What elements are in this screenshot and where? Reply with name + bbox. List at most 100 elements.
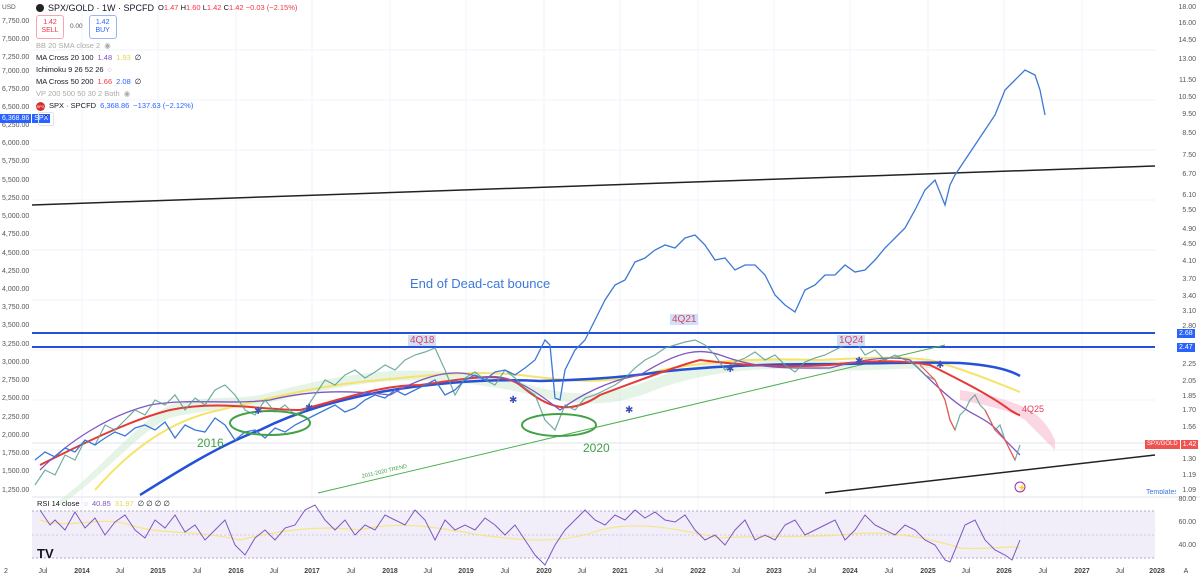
left-tick: 5,000.00 — [2, 213, 30, 220]
right-tick: 5.50 — [1182, 207, 1196, 214]
timezone-button[interactable]: 2 — [4, 568, 8, 575]
left-tick: 4,500.00 — [2, 250, 30, 257]
left-tick: 3,500.00 — [2, 322, 30, 329]
symbol-title[interactable]: SPX/GOLD · 1W · SPCFD — [48, 3, 155, 13]
svg-text:✱: ✱ — [625, 405, 633, 416]
hline-tag-upper: 2.68 — [1177, 329, 1195, 338]
svg-text:✱: ✱ — [726, 364, 734, 375]
x-label: Jul — [38, 568, 48, 575]
spx-badge-icon: SPX — [36, 101, 45, 111]
right-tick: 8.50 — [1182, 130, 1196, 137]
x-label: 2022 — [690, 568, 706, 575]
x-label: Jul — [807, 568, 817, 575]
left-tick: 5,500.00 — [2, 177, 30, 184]
left-tick: 6,250.00 — [2, 122, 30, 129]
left-tick: 6,000.00 — [2, 140, 30, 147]
indicator-volume-profile[interactable]: VP 200 500 50 30 2 Both ◉ — [36, 89, 131, 98]
auto-scale-button[interactable]: A — [1183, 568, 1189, 575]
right-tick: 9.50 — [1182, 111, 1196, 118]
svg-text:✱: ✱ — [305, 403, 313, 414]
x-label: Jul — [115, 568, 125, 575]
right-tick: 4.50 — [1182, 241, 1196, 248]
x-label: 2028 — [1149, 568, 1165, 575]
right-tick: 6.70 — [1182, 171, 1196, 178]
x-label: Jul — [423, 568, 433, 575]
left-tick: 5,250.00 — [2, 195, 30, 202]
x-label: Jul — [500, 568, 510, 575]
left-tick: 1,750.00 — [2, 450, 30, 457]
collapse-legend-button[interactable]: ⌃ — [38, 112, 54, 126]
symbol-logo-icon — [36, 4, 44, 12]
right-tick: 3.70 — [1182, 276, 1196, 283]
left-tick: 7,000.00 — [2, 68, 30, 75]
x-label: 2027 — [1074, 568, 1090, 575]
left-tick: 4,000.00 — [2, 286, 30, 293]
x-label: 2021 — [612, 568, 628, 575]
buy-button[interactable]: 1.42 BUY — [88, 15, 117, 39]
annotation-4q18[interactable]: 4Q18 — [408, 335, 437, 346]
right-tick: 1.09 — [1182, 487, 1196, 494]
hline-tag-lower: 2.47 — [1177, 343, 1195, 352]
left-tick: 6,750.00 — [2, 86, 30, 93]
left-tick: 7,500.00 — [2, 36, 30, 43]
annotation-4q21[interactable]: 4Q21 — [670, 314, 699, 325]
templates-link[interactable]: Templates — [1146, 489, 1176, 494]
svg-text:✱: ✱ — [509, 395, 517, 406]
left-tick: 3,000.00 — [2, 359, 30, 366]
indicator-bb[interactable]: BB 20 SMA close 2 ◉ — [36, 41, 111, 50]
x-label: Jul — [731, 568, 741, 575]
right-tick: 2.25 — [1182, 361, 1196, 368]
left-tick: 1,250.00 — [2, 487, 30, 494]
annotation-dead-cat[interactable]: End of Dead-cat bounce — [410, 276, 551, 291]
x-label: Jul — [961, 568, 971, 575]
svg-text:✱: ✱ — [936, 360, 944, 371]
right-tick: 2.05 — [1182, 378, 1196, 385]
indicator-ichimoku[interactable]: Ichimoku 9 26 52 26 ◌ — [36, 65, 113, 74]
rsi-tick: 60.00 — [1178, 519, 1196, 526]
rsi-legend: RSI 14 close ◌ 40.85 31.97 ∅ ∅ ∅ ∅ — [37, 499, 170, 508]
annotation-2020[interactable]: 2020 — [583, 441, 610, 455]
x-label: Jul — [884, 568, 894, 575]
indicator-ma-cross-50-200[interactable]: MA Cross 50 200 1.66 2.08 ∅ — [36, 77, 142, 86]
indicator-status-icon: ◌ — [83, 499, 88, 508]
x-label: 2016 — [228, 568, 244, 575]
annotation-2016[interactable]: 2016 — [197, 436, 224, 450]
right-tick: 4.10 — [1182, 258, 1196, 265]
right-tick: 1.85 — [1182, 393, 1196, 400]
x-label: Jul — [577, 568, 587, 575]
left-tick: 7,250.00 — [2, 54, 30, 61]
right-tick: 7.50 — [1182, 152, 1196, 159]
left-tick: 1,500.00 — [2, 468, 30, 475]
annotation-1q24[interactable]: 1Q24 — [837, 335, 866, 346]
left-tick: 2,500.00 — [2, 395, 30, 402]
x-label: Jul — [346, 568, 356, 575]
compare-spx-row[interactable]: SPX SPX · SPCFD 6,368.86 −137.63 (−2.12%… — [36, 101, 194, 111]
left-price-axis[interactable]: USD 7,750.00 7,500.00 7,250.00 7,000.00 … — [0, 0, 32, 500]
left-tick: 4,250.00 — [2, 268, 30, 275]
left-tick: 3,750.00 — [2, 304, 30, 311]
sell-button[interactable]: 1.42 SELL — [36, 15, 64, 39]
trade-buttons: 1.42 SELL 0.00 1.42 BUY — [36, 14, 297, 40]
right-price-axis[interactable]: 18.00 16.00 14.50 13.00 11.50 10.50 9.50… — [1154, 0, 1200, 580]
x-label: 2019 — [458, 568, 474, 575]
indicator-ma-cross-20-100[interactable]: MA Cross 20 100 1.48 1.93 ∅ — [36, 53, 142, 62]
x-label: 2020 — [536, 568, 552, 575]
rsi-tick: 80.00 — [1178, 496, 1196, 503]
svg-text:✱: ✱ — [254, 406, 262, 417]
indicator-status-icon: ◌ — [107, 65, 113, 74]
eye-hidden-icon[interactable]: ◉ — [104, 41, 111, 50]
x-label: 2023 — [766, 568, 782, 575]
right-tick: 16.00 — [1178, 20, 1196, 27]
x-label: Jul — [1115, 568, 1125, 575]
eye-hidden-icon[interactable]: ◉ — [123, 89, 131, 98]
right-tick: 1.19 — [1182, 472, 1196, 479]
right-tick: 1.56 — [1182, 424, 1196, 431]
left-tick: 2,750.00 — [2, 377, 30, 384]
annotation-4q25[interactable]: 4Q25 — [1022, 404, 1045, 414]
left-tick: 5,750.00 — [2, 158, 30, 165]
left-tick: 2,000.00 — [2, 432, 30, 439]
right-tick: 4.90 — [1182, 226, 1196, 233]
left-tick: 6,500.00 — [2, 104, 30, 111]
currency-label: USD — [2, 4, 16, 11]
